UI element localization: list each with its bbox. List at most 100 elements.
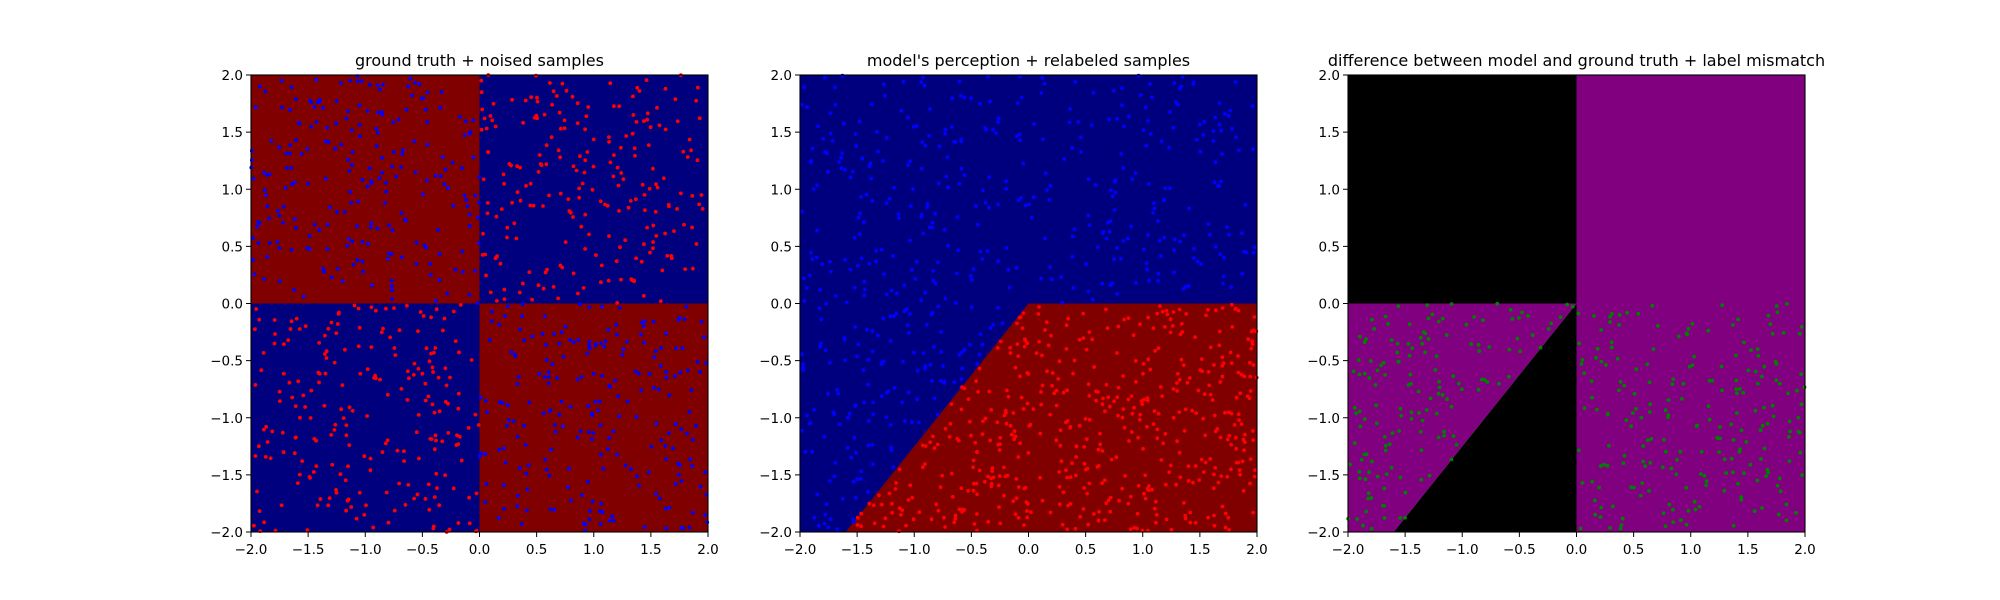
data-point xyxy=(1202,392,1207,397)
data-point xyxy=(548,81,552,85)
data-point xyxy=(999,339,1003,344)
data-point xyxy=(1007,285,1012,290)
data-point xyxy=(942,515,946,520)
data-point xyxy=(691,437,695,442)
data-point xyxy=(884,136,889,140)
data-point xyxy=(1191,256,1196,260)
data-point xyxy=(923,462,927,466)
data-point xyxy=(544,343,548,347)
data-point xyxy=(983,416,988,421)
data-point xyxy=(688,457,693,462)
data-point xyxy=(983,126,987,130)
data-point xyxy=(853,495,858,500)
data-point xyxy=(1066,316,1071,321)
data-point xyxy=(925,202,930,206)
data-point xyxy=(380,110,384,114)
data-point xyxy=(1249,329,1254,334)
data-point xyxy=(623,238,628,243)
data-point xyxy=(1144,143,1149,148)
data-point xyxy=(1734,378,1739,383)
data-point xyxy=(1008,423,1013,428)
data-point xyxy=(1119,256,1123,261)
data-point xyxy=(518,198,523,203)
data-point xyxy=(378,377,382,382)
data-point xyxy=(483,500,488,505)
data-point xyxy=(1213,115,1218,120)
data-point xyxy=(278,399,282,403)
data-point xyxy=(318,497,323,501)
data-point xyxy=(1171,387,1176,391)
data-point xyxy=(366,241,370,246)
data-point xyxy=(1646,438,1650,443)
data-point xyxy=(1029,215,1034,220)
data-point xyxy=(369,225,373,230)
data-point xyxy=(1168,330,1173,335)
data-point xyxy=(1354,411,1358,416)
data-point xyxy=(640,182,645,187)
data-point xyxy=(1660,465,1665,470)
data-point xyxy=(1604,363,1608,367)
data-point xyxy=(651,319,656,324)
data-point xyxy=(361,269,365,274)
data-point xyxy=(298,415,302,420)
data-point xyxy=(555,94,559,98)
data-point xyxy=(253,454,258,458)
data-point xyxy=(385,257,390,261)
data-point xyxy=(1108,283,1113,288)
data-point xyxy=(335,267,340,271)
data-point xyxy=(405,303,409,308)
data-point xyxy=(1155,436,1160,441)
data-point xyxy=(962,173,967,178)
data-point xyxy=(1203,460,1208,465)
data-point xyxy=(1357,469,1362,474)
data-point xyxy=(456,391,461,396)
data-point xyxy=(601,466,605,471)
data-point xyxy=(1068,424,1073,429)
region-2 xyxy=(1348,303,1577,532)
data-point xyxy=(433,298,438,303)
data-point xyxy=(859,469,864,474)
data-point xyxy=(1142,491,1146,496)
data-point xyxy=(1104,382,1109,387)
data-point xyxy=(1175,439,1179,444)
data-point xyxy=(853,132,858,137)
data-point xyxy=(1680,397,1684,401)
data-point xyxy=(347,405,352,410)
data-point xyxy=(559,399,564,404)
data-point xyxy=(927,225,932,230)
data-point xyxy=(344,116,349,121)
data-point xyxy=(1183,407,1188,412)
x-tick-label: 0.5 xyxy=(1075,542,1096,558)
data-point xyxy=(479,451,484,456)
data-point xyxy=(496,516,501,520)
data-point xyxy=(1112,257,1116,262)
data-point xyxy=(1226,515,1231,520)
data-point xyxy=(952,139,956,144)
chart-title: model's perception + relabeled samples xyxy=(867,51,1190,70)
data-point xyxy=(1761,405,1766,410)
data-point xyxy=(654,421,659,426)
data-point xyxy=(365,109,370,113)
data-point xyxy=(571,271,576,276)
data-point xyxy=(843,167,847,172)
data-point xyxy=(1742,340,1746,345)
data-point xyxy=(1734,411,1739,415)
data-point xyxy=(1395,341,1400,346)
data-point xyxy=(887,197,892,201)
data-point xyxy=(800,365,805,370)
data-point xyxy=(642,119,646,123)
subplot-ground-truth: −2.0−2.0−1.5−1.5−1.0−1.0−0.5−0.50.00.00.… xyxy=(210,51,719,558)
data-point xyxy=(1037,305,1041,309)
data-point xyxy=(1362,371,1367,376)
data-point xyxy=(943,296,948,301)
data-point xyxy=(866,357,870,362)
data-point xyxy=(464,198,468,202)
data-point xyxy=(935,442,940,447)
data-point xyxy=(513,354,518,359)
data-point xyxy=(1027,423,1032,428)
data-point xyxy=(1145,424,1149,429)
data-point xyxy=(1440,393,1445,397)
data-point xyxy=(487,337,492,342)
data-point xyxy=(1028,510,1033,514)
data-point xyxy=(1396,360,1401,364)
